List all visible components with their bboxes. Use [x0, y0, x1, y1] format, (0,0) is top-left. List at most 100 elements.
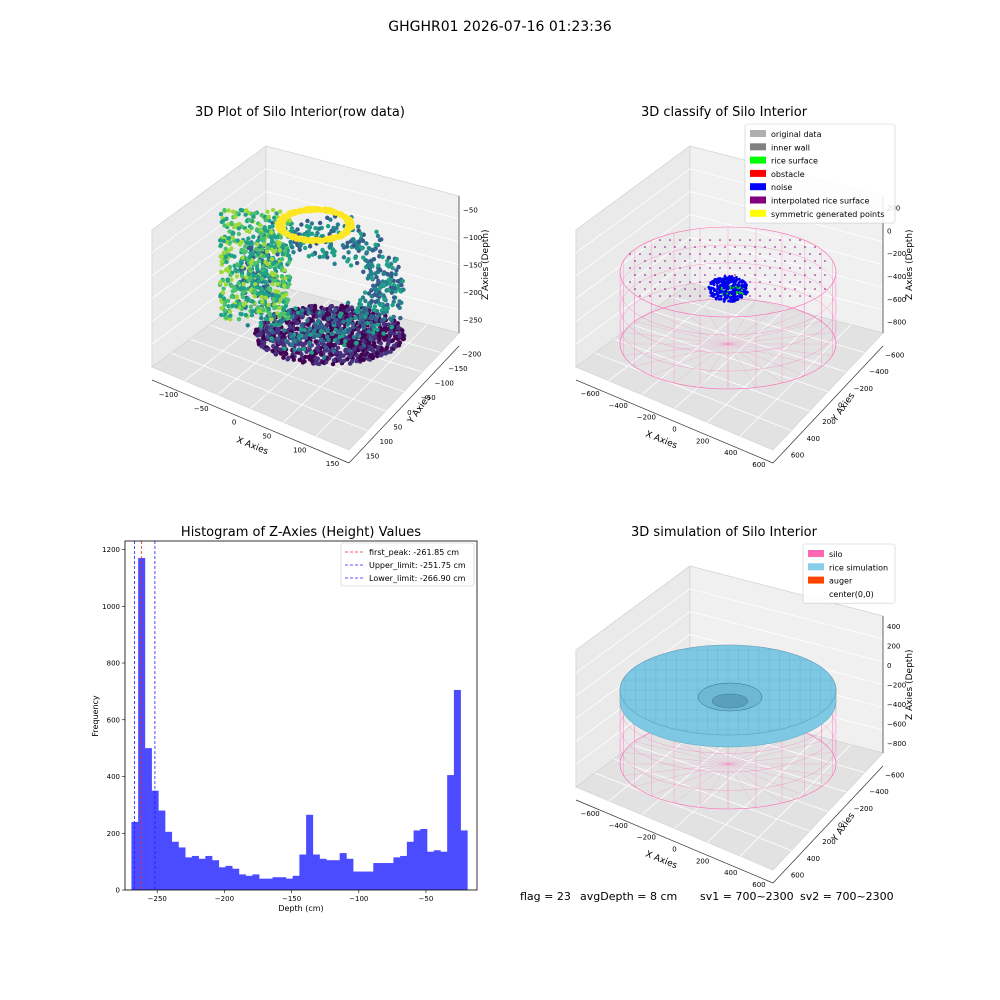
p3-bar — [158, 810, 166, 890]
p1-point — [381, 321, 387, 327]
p1-point — [359, 246, 365, 251]
p1-point — [350, 321, 356, 327]
p3-y-tick-label: 400 — [107, 773, 120, 781]
p1-grid-line — [265, 259, 460, 311]
p1-point — [238, 301, 243, 307]
p1-point — [222, 308, 227, 313]
p1-point — [263, 295, 268, 300]
p4-x-tick-label: −600 — [580, 810, 599, 818]
p2-interpolated-point — [714, 274, 716, 276]
p2-noise-point — [730, 275, 734, 278]
p1-grid-line — [265, 191, 460, 243]
p2-rice-point — [734, 285, 737, 288]
p2-interpolated-point — [634, 274, 636, 276]
p2-zlabel: Z Axies (Depth) — [905, 229, 915, 300]
p1-point — [265, 209, 270, 215]
p1-point — [320, 338, 326, 344]
p2-interpolated-point — [694, 246, 696, 248]
p2-noise-point — [743, 281, 747, 285]
p1-point — [317, 220, 323, 226]
p1-point — [312, 334, 317, 340]
p1-point — [255, 247, 260, 252]
p1-point — [240, 294, 246, 300]
p2-x-axis-line — [575, 379, 774, 464]
p1-point — [301, 346, 307, 352]
p1-point — [320, 359, 325, 365]
p1-point — [372, 286, 377, 291]
p1-point — [317, 254, 322, 260]
p2-silo-floor-spoke — [699, 300, 729, 345]
p1-point — [261, 242, 267, 247]
p2-interpolated-point — [749, 281, 751, 283]
p3-bar — [212, 860, 220, 890]
p3-bar — [339, 853, 347, 890]
p1-point — [305, 218, 310, 224]
p2-interpolated-point — [779, 281, 781, 283]
p1-point — [270, 273, 276, 278]
p2-y-tick-label: −200 — [854, 385, 873, 393]
p1-point — [229, 253, 234, 258]
p1-point — [331, 320, 336, 325]
p1-y-tick-label: 100 — [380, 438, 393, 446]
p2-interpolated-point — [699, 239, 701, 241]
p2-noise-point — [723, 294, 727, 298]
p1-point — [229, 283, 234, 289]
p2-interpolated-point — [689, 267, 691, 269]
p2-noise-point — [737, 277, 741, 281]
p1-point — [226, 208, 231, 213]
p1-z-tick-label: −250 — [463, 316, 482, 324]
p1-point — [307, 343, 312, 349]
p2-interpolated-point — [674, 288, 676, 290]
p1-x-tick-label: −50 — [194, 405, 209, 413]
p1-point — [265, 320, 271, 325]
p1-point — [346, 307, 351, 312]
p1-point — [348, 263, 354, 268]
p1-point — [219, 305, 224, 311]
p1-point — [259, 236, 264, 241]
p1-point — [328, 304, 334, 309]
p1-point — [221, 218, 226, 224]
p2-interpolated-point — [824, 274, 826, 276]
p1-point — [285, 340, 290, 345]
p1-point — [282, 276, 288, 281]
p2-legend-frame — [744, 123, 896, 224]
p2-interpolated-point — [769, 295, 771, 297]
p1-point — [382, 337, 387, 342]
p1-point — [377, 312, 382, 318]
p2-interpolated-point — [749, 239, 751, 241]
p1-z-tick-label: −100 — [463, 234, 482, 242]
p1-point — [374, 229, 379, 235]
p4-grid-line — [689, 611, 884, 663]
p1-point — [229, 294, 234, 300]
p2-rice-point — [736, 287, 739, 290]
p1-point — [309, 221, 315, 226]
p2-noise-point — [725, 278, 729, 282]
p3-bar — [205, 855, 213, 890]
p1-point — [289, 342, 295, 347]
p1-point — [223, 246, 228, 252]
p2-interpolated-point — [649, 253, 651, 255]
p2-legend-swatch — [750, 143, 766, 151]
p1-point — [323, 344, 328, 350]
p2-interpolated-point — [639, 267, 641, 269]
p1-point — [278, 351, 284, 356]
p1-point — [307, 206, 313, 212]
p1-point — [252, 294, 257, 299]
p1-point — [280, 243, 285, 249]
p1-point — [287, 323, 292, 329]
p1-point — [285, 356, 291, 362]
p1-point — [360, 295, 366, 300]
p1-point — [358, 298, 363, 303]
p1-point — [221, 296, 227, 301]
p2-interpolated-point — [679, 239, 681, 241]
p2-noise-point — [735, 278, 739, 281]
p3-bar — [393, 857, 401, 890]
p1-point — [389, 324, 395, 330]
p4-z-tick-label: −200 — [887, 682, 906, 690]
p1-point — [390, 265, 395, 271]
p2-interpolated-point — [634, 288, 636, 290]
p3-x-tick-label: −200 — [215, 895, 234, 903]
p2-interpolated-point — [664, 274, 666, 276]
p2-interpolated-point — [699, 253, 701, 255]
p1-point — [230, 235, 235, 240]
